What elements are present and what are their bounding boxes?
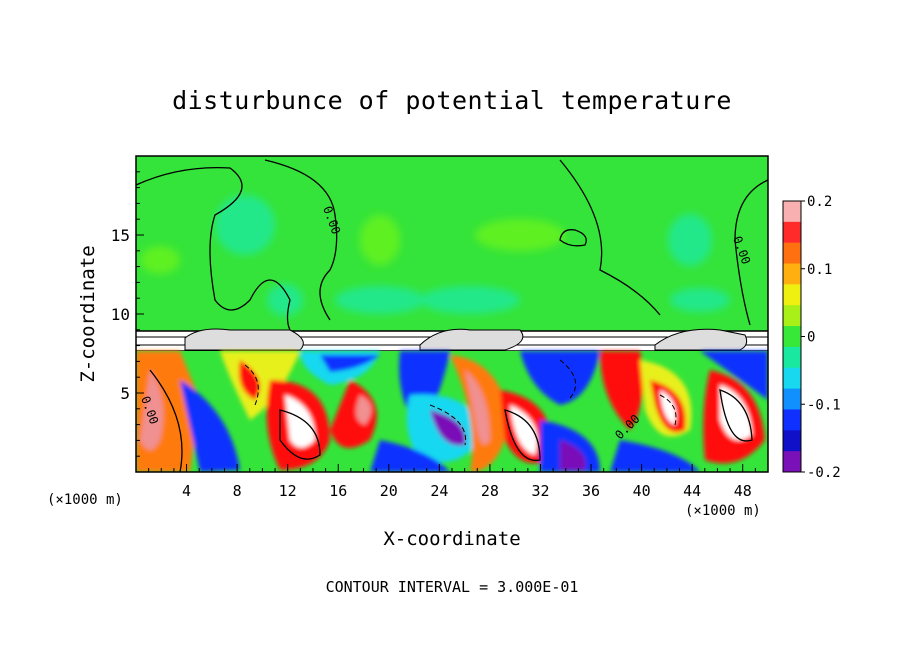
y-axis: 5 10 15 [111,171,144,473]
x-tick-label: 28 [481,482,499,500]
x-tick-label: 16 [329,482,347,500]
colorbar-swatch [783,430,801,452]
colorbar-swatch [783,284,801,306]
colorbar-label: -0.1 [807,397,841,413]
colorbar-swatch [783,388,801,410]
colorbar-swatch [783,451,801,473]
colorbar-swatch [783,326,801,348]
x-axis-label: X-coordinate [383,528,521,550]
x-tick-label: 40 [633,482,651,500]
x-unit-label-right: (×1000 m) [685,503,761,519]
x-tick-label: 36 [582,482,600,500]
x-tick-label: 20 [380,482,398,500]
y-tick-label: 5 [120,384,130,403]
colorbar-swatch [783,201,801,223]
colorbar-label: 0 [807,330,815,346]
colorbar-swatch [783,409,801,431]
colorbar-label: 0.1 [807,262,832,278]
x-tick-label: 24 [430,482,448,500]
x-tick-label: 8 [233,482,242,500]
x-tick-label: 12 [279,482,297,500]
colorbar-swatch [783,242,801,265]
chart-title: disturbunce of potential temperature [172,86,732,115]
heatmap-field [136,156,768,472]
colorbar-label: 0.2 [807,194,832,210]
colorbar: 0.2 0.1 0 -0.1 -0.2 [782,194,841,481]
contour-interval-note: CONTOUR INTERVAL = 3.000E-01 [325,578,579,596]
x-tick-label: 32 [531,482,549,500]
colorbar-swatch [783,263,801,285]
x-tick-label: 44 [683,482,701,500]
colorbar-swatch [783,346,801,369]
colorbar-swatch [783,367,801,390]
colorbar-label: -0.2 [807,465,841,481]
x-unit-label-left: (×1000 m) [47,492,123,508]
y-tick-label: 15 [111,226,130,245]
colorbar-swatch [783,305,801,327]
colorbar-swatch [783,221,801,244]
x-tick-label: 48 [734,482,752,500]
y-tick-label: 10 [111,305,130,324]
x-axis: 4 8 12 16 20 24 28 32 36 40 44 48 [135,464,769,500]
x-tick-label: 4 [182,482,191,500]
